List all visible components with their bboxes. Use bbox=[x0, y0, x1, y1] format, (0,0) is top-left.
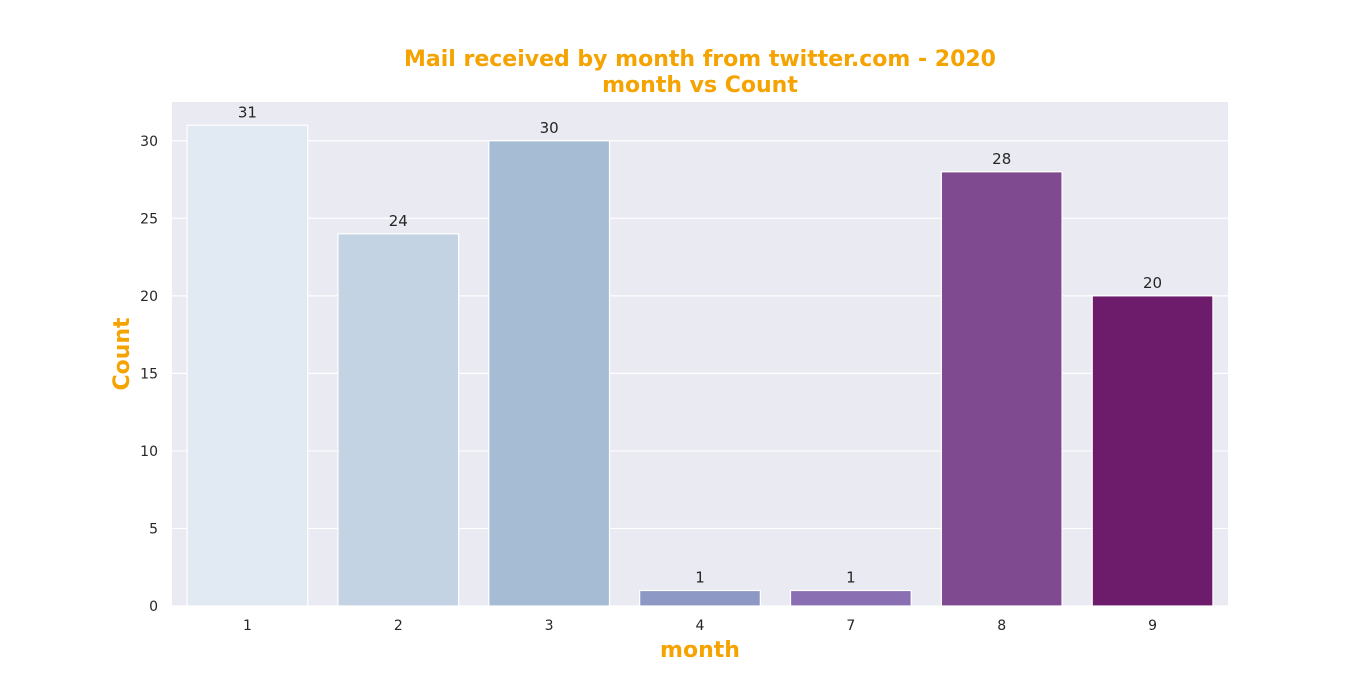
bar-value-label: 30 bbox=[540, 119, 559, 137]
bar bbox=[940, 171, 1063, 607]
chart-subtitle: month vs Count bbox=[602, 73, 798, 98]
bar bbox=[789, 589, 912, 607]
y-tick-label: 25 bbox=[140, 211, 158, 227]
plot-area bbox=[172, 102, 1228, 606]
bars bbox=[186, 124, 1214, 607]
value-labels: 31 24 30 1 1 28 20 bbox=[238, 103, 1162, 586]
y-tick-label: 10 bbox=[140, 444, 158, 460]
bar-value-label: 1 bbox=[695, 568, 705, 586]
bar-value-label: 24 bbox=[389, 212, 408, 230]
bar bbox=[337, 233, 460, 607]
x-tick-label: 3 bbox=[545, 618, 554, 634]
x-axis-ticks: 1 2 3 4 7 8 9 bbox=[243, 618, 1157, 634]
bar bbox=[1091, 295, 1214, 607]
x-tick-label: 4 bbox=[696, 618, 705, 634]
x-tick-label: 8 bbox=[997, 618, 1006, 634]
y-axis-label: Count bbox=[110, 317, 135, 391]
x-tick-label: 2 bbox=[394, 618, 403, 634]
y-tick-label: 15 bbox=[140, 366, 158, 382]
x-axis-label: month bbox=[660, 638, 740, 663]
bar-value-label: 20 bbox=[1143, 274, 1162, 292]
x-tick-label: 1 bbox=[243, 618, 252, 634]
bar bbox=[186, 124, 309, 607]
bar bbox=[639, 589, 761, 607]
bar-value-label: 28 bbox=[992, 150, 1011, 168]
y-axis-ticks: 0 5 10 15 20 25 30 bbox=[140, 134, 158, 615]
bar-value-label: 31 bbox=[238, 103, 257, 121]
x-tick-label: 7 bbox=[846, 618, 855, 634]
x-tick-label: 9 bbox=[1148, 618, 1157, 634]
chart-title: Mail received by month from twitter.com … bbox=[404, 47, 996, 72]
bar bbox=[488, 140, 611, 607]
y-tick-label: 20 bbox=[140, 289, 158, 305]
bar-value-label: 1 bbox=[846, 568, 856, 586]
y-tick-label: 5 bbox=[149, 521, 158, 537]
y-tick-label: 30 bbox=[140, 134, 158, 150]
y-tick-label: 0 bbox=[149, 599, 158, 615]
